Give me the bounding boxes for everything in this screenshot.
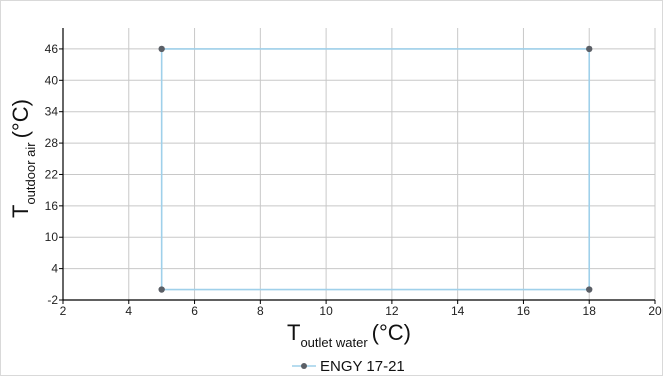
axes [62, 28, 655, 301]
legend: ENGY 17-21 [292, 358, 405, 375]
y-tick-label: 4 [51, 262, 58, 276]
x-axis-title-sub: outlet water [300, 335, 368, 350]
series-point [158, 286, 165, 293]
y-axis-title-group: Toutdoor air (°C) [8, 99, 38, 218]
x-tick-label: 20 [648, 304, 662, 318]
legend-marker-swatch [301, 363, 307, 369]
x-axis-title: Toutlet water (°C) [287, 320, 411, 350]
y-axis-title: Toutdoor air (°C) [8, 99, 38, 218]
y-axis-title-unit: (°C) [8, 99, 33, 138]
y-axis-title-main: T [8, 205, 33, 218]
x-axis-title-unit: (°C) [372, 320, 411, 345]
x-axis-title-main: T [287, 320, 300, 345]
series-line [160, 48, 591, 291]
series-point [586, 286, 593, 293]
series-layer [158, 45, 593, 293]
x-tick-label: 12 [385, 304, 399, 318]
y-tick-label: 28 [45, 136, 59, 150]
grid [59, 28, 656, 304]
y-tick-label: 22 [45, 167, 59, 181]
y-tick-label: 10 [45, 230, 59, 244]
x-tick-label: 4 [125, 304, 132, 318]
series-point [158, 45, 165, 53]
y-tick-label: 40 [45, 73, 59, 87]
x-tick-label: 2 [60, 304, 67, 318]
y-tick-label: 34 [45, 105, 59, 119]
x-tick-label: 14 [451, 304, 465, 318]
x-tick-label: 18 [583, 304, 597, 318]
x-tick-label: 8 [257, 304, 264, 318]
y-tick-label: 46 [45, 42, 59, 56]
series-point [586, 45, 593, 53]
y-tick-label: -2 [47, 293, 58, 307]
y-tick-labels: -2 4 10 16 22 28 34 40 46 [45, 42, 59, 307]
x-tick-labels: 2 4 6 8 10 12 14 16 18 20 [60, 304, 662, 318]
y-axis-title-sub: outdoor air [23, 142, 38, 205]
x-tick-label: 6 [191, 304, 198, 318]
legend-label: ENGY 17-21 [320, 358, 405, 375]
y-tick-label: 16 [45, 199, 59, 213]
x-tick-label: 16 [517, 304, 531, 318]
x-tick-label: 10 [319, 304, 333, 318]
